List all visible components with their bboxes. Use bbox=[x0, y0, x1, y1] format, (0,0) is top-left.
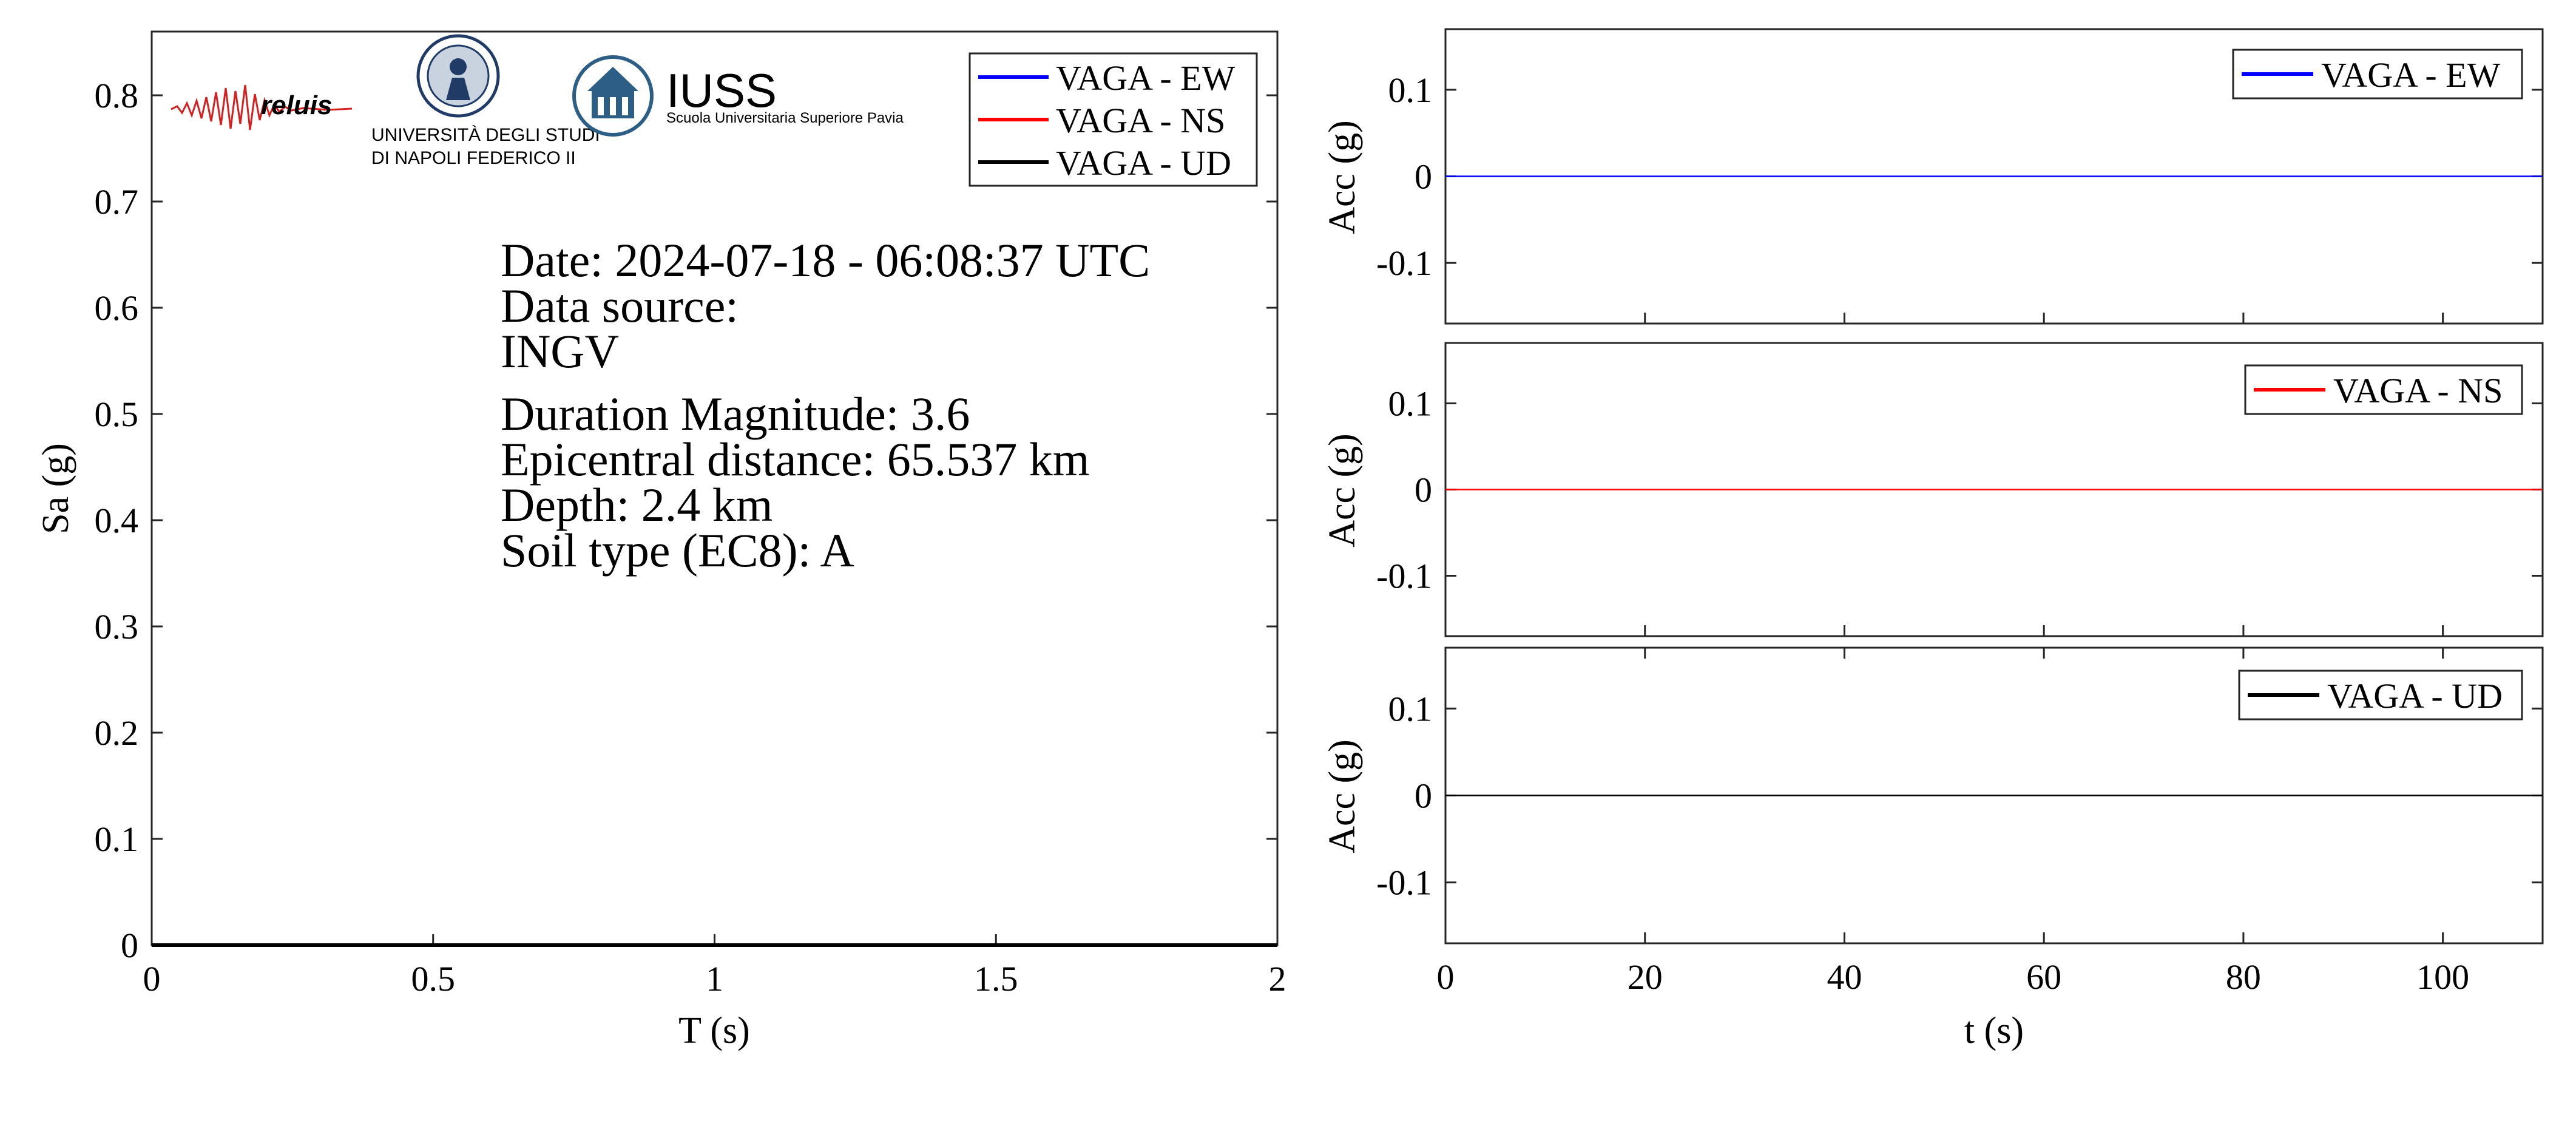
spectrum-x-tick-label: 1.5 bbox=[974, 959, 1018, 999]
acc-ud-legend-box bbox=[2238, 670, 2523, 721]
acc-ud-x-tick-label: 0 bbox=[1437, 957, 1455, 997]
info-depth: Depth: 2.4 km bbox=[501, 478, 772, 531]
spectrum-y-axis-label: Sa (g) bbox=[35, 443, 76, 534]
spectrum-y-tick-label: 0.4 bbox=[95, 501, 139, 540]
spectrum-y-tick-label: 0.8 bbox=[95, 76, 139, 115]
spectrum-y-tick-label: 0.7 bbox=[95, 182, 139, 222]
iuss-logo: IUSS Scuola Universitaria Superiore Pavi… bbox=[572, 55, 904, 137]
spectrum-y-tick-label: 0.1 bbox=[95, 819, 139, 859]
info-date: Date: 2024-07-18 - 06:08:37 UTC bbox=[501, 234, 1150, 287]
spectrum-x-tick-label: 1 bbox=[706, 959, 723, 999]
acc-ns-ticks: -0.1 0 0.1 bbox=[1376, 384, 2543, 636]
acc-ns-y-tick-label: 0 bbox=[1415, 470, 1432, 510]
acc-ud-y-tick-label: -0.1 bbox=[1376, 863, 1432, 903]
acc-ud-x-tick-label: 100 bbox=[2416, 957, 2469, 997]
spectrum-x-tick-label: 0 bbox=[143, 959, 161, 999]
acc-ew-ticks: -0.1 0 0.1 bbox=[1376, 70, 2543, 324]
info-soil-type: Soil type (EC8): A bbox=[501, 524, 854, 577]
info-magnitude: Duration Magnitude: 3.6 bbox=[501, 387, 970, 440]
legend-label-ud: VAGA - UD bbox=[1056, 143, 1231, 183]
spectrum-y-tick-label: 0.6 bbox=[95, 288, 139, 328]
response-spectrum-chart: 0 0.1 0.2 0.3 0.4 0.5 0.6 0.7 0.8 0 0.5 1 1.5 2 T (s)… bbox=[35, 30, 1286, 1051]
iuss-subtitle: Scuola Universitaria Superiore Pavia bbox=[666, 110, 904, 126]
acc-x-axis-label: t (s) bbox=[1964, 1010, 2024, 1051]
acc-ud-legend-label: VAGA - UD bbox=[2327, 676, 2503, 716]
acc-ud-x-tick-label: 60 bbox=[2026, 957, 2061, 997]
spectrum-x-axis-label: T (s) bbox=[678, 1010, 750, 1051]
spectrum-x-tick-label: 0.5 bbox=[411, 959, 456, 999]
spectrum-ticks: 0 0.1 0.2 0.3 0.4 0.5 0.6 0.7 0.8 0 0.5 1 1.5 2 bbox=[95, 76, 1286, 999]
spectrum-y-tick-label: 0.3 bbox=[95, 607, 139, 646]
acc-ns-y-tick-label: 0.1 bbox=[1388, 384, 1433, 423]
acc-ns-legend-label: VAGA - NS bbox=[2333, 371, 2503, 410]
acc-ns-chart: -0.1 0 0.1 Acc (g) VAGA - NS bbox=[1322, 342, 2544, 637]
acc-ud-y-tick-label: 0.1 bbox=[1388, 689, 1433, 728]
spectrum-y-tick-label: 0.2 bbox=[95, 713, 139, 753]
acc-ud-x-tick-label: 40 bbox=[1827, 957, 1862, 997]
acc-ud-y-tick-label: 0 bbox=[1415, 776, 1432, 816]
acc-ud-y-axis-label: Acc (g) bbox=[1322, 739, 1363, 853]
spectrum-x-tick-label: 2 bbox=[1269, 959, 1286, 999]
acc-ew-y-tick-label: -0.1 bbox=[1376, 243, 1432, 283]
acc-ud-x-tick-label: 20 bbox=[1628, 957, 1663, 997]
acc-ns-y-axis-label: Acc (g) bbox=[1322, 433, 1363, 548]
spectrum-y-tick-label: 0 bbox=[121, 926, 138, 965]
acc-ew-y-axis-label: Acc (g) bbox=[1322, 120, 1363, 234]
spectrum-y-tick-label: 0.5 bbox=[95, 395, 139, 434]
unina-name-line2: DI NAPOLI FEDERICO II bbox=[371, 148, 576, 168]
reluis-logo: reluis bbox=[171, 84, 353, 131]
acc-ud-x-tick-label: 80 bbox=[2226, 957, 2261, 997]
info-distance: Epicentral distance: 65.537 km bbox=[501, 433, 1089, 486]
reluis-seismogram-trace bbox=[171, 84, 353, 131]
acc-ew-y-tick-label: 0 bbox=[1415, 157, 1432, 197]
unina-name-line1: UNIVERSITÀ DEGLI STUDI bbox=[371, 125, 600, 145]
acc-ew-y-tick-label: 0.1 bbox=[1388, 70, 1433, 110]
acc-ew-chart: -0.1 0 0.1 Acc (g) VAGA - EW bbox=[1322, 28, 2544, 325]
acc-ns-y-tick-label: -0.1 bbox=[1376, 557, 1432, 596]
legend-label-ns: VAGA - NS bbox=[1056, 101, 1225, 140]
reluis-wordmark: reluis bbox=[261, 90, 332, 120]
legend-label-ew: VAGA - EW bbox=[1056, 58, 1236, 98]
spectrum-legend: VAGA - EW VAGA - NS VAGA - UD bbox=[969, 52, 1258, 187]
info-source-label: Data source: bbox=[501, 279, 739, 332]
acc-ud-chart: -0.1 0 0.1 0 20 40 60 80 100 Acc (g) t (s) VAGA … bbox=[1322, 646, 2544, 1051]
acc-ud-ticks: -0.1 0 0.1 0 20 40 60 80 100 bbox=[1376, 648, 2543, 997]
unina-logo: UNIVERSITÀ DEGLI STUDI DI NAPOLI FEDERIC… bbox=[371, 34, 600, 168]
acc-ew-legend-label: VAGA - EW bbox=[2321, 55, 2501, 95]
event-info: Date: 2024-07-18 - 06:08:37 UTC Data sou… bbox=[501, 234, 1150, 577]
info-source: INGV bbox=[501, 325, 619, 378]
iuss-wordmark: IUSS bbox=[666, 64, 777, 117]
